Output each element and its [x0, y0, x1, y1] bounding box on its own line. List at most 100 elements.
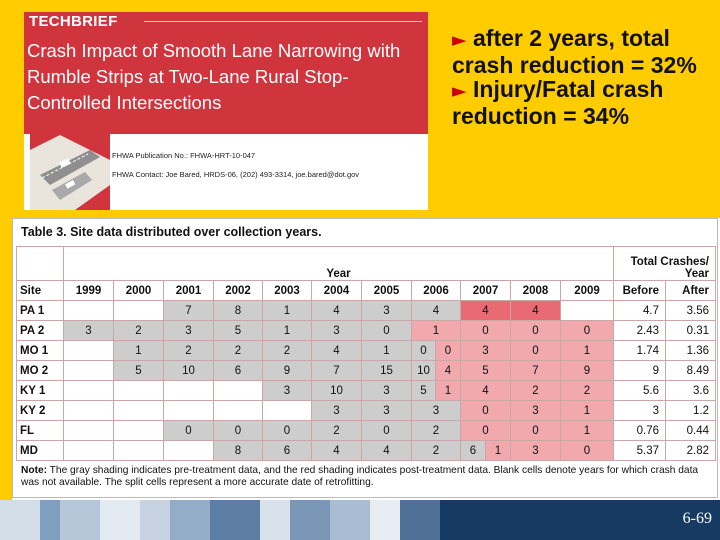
cell-2001: 3 — [163, 320, 214, 341]
cell-2003: 3 — [262, 380, 312, 401]
cell-before: 0.76 — [613, 420, 666, 441]
table-row: PA 1 7 8 1 4 3 4 4 4 4.7 3.56 — [16, 300, 716, 321]
cell-2002: 0 — [213, 420, 263, 441]
techbrief-contact: FHWA Contact: Joe Bared, HRDS-06, (202) … — [112, 170, 360, 179]
cell-2005: 3 — [361, 300, 412, 321]
header-after: After — [665, 280, 716, 301]
header-year-2001: 2001 — [163, 280, 214, 301]
cell-2006-post: 1 — [435, 380, 461, 401]
cell-2003 — [262, 400, 312, 421]
footer-block — [210, 500, 260, 540]
cell-2003: 9 — [262, 360, 312, 381]
cell-site: KY 2 — [16, 400, 64, 421]
cell-2008: 2 — [510, 380, 561, 401]
cell-2003: 2 — [262, 340, 312, 361]
cell-2002: 6 — [213, 360, 263, 381]
cell-2007-pre: 6 — [460, 440, 486, 461]
cell-2000: 1 — [113, 340, 164, 361]
footer-block — [260, 500, 290, 540]
cell-1999 — [63, 300, 114, 321]
cell-2007: 5 — [460, 360, 511, 381]
cell-2005: 0 — [361, 420, 412, 441]
techbrief-excerpt: TECHBRIEF Crash Impact of Smooth Lane Na… — [24, 12, 428, 210]
cell-site: MO 2 — [16, 360, 64, 381]
note-text: The gray shading indicates pre-treatment… — [21, 465, 699, 488]
left-yellow-strip — [0, 218, 12, 500]
slide-number: 6-69 — [682, 510, 712, 527]
cell-2004: 4 — [311, 300, 362, 321]
note-label: Note: — [21, 465, 48, 476]
cell-2008: 3 — [510, 440, 561, 461]
header-year-2009: 2009 — [560, 280, 614, 301]
cell-2008: 4 — [510, 300, 561, 321]
cell-after: 1.36 — [665, 340, 716, 361]
cell-after: 0.31 — [665, 320, 716, 341]
cell-2008: 3 — [510, 400, 561, 421]
cell-2005: 0 — [361, 320, 412, 341]
cell-after: 8.49 — [665, 360, 716, 381]
cell-2007: 0 — [460, 420, 511, 441]
cell-2004: 2 — [311, 420, 362, 441]
cell-2001 — [163, 400, 214, 421]
cell-2006-post: 4 — [435, 360, 461, 381]
cell-2007: 4 — [460, 300, 511, 321]
cell-2008: 7 — [510, 360, 561, 381]
footer-block — [400, 500, 440, 540]
header-year-2005: 2005 — [361, 280, 412, 301]
footer-block — [40, 500, 60, 540]
cell-2000 — [113, 420, 164, 441]
cell-site: PA 1 — [16, 300, 64, 321]
cell-2007-post: 1 — [485, 440, 511, 461]
header-year-2002: 2002 — [213, 280, 263, 301]
cell-2004: 3 — [311, 400, 362, 421]
cell-2004: 3 — [311, 320, 362, 341]
cell-2006: 1 — [411, 320, 461, 341]
cell-2009: 0 — [560, 320, 614, 341]
table-row: FL 0 0 0 2 0 2 0 0 1 0.76 0.44 — [16, 420, 716, 441]
cell-before: 4.7 — [613, 300, 666, 321]
table-caption: Table 3. Site data distributed over coll… — [13, 219, 717, 245]
cell-2008: 0 — [510, 320, 561, 341]
finding-injury-fatal: ► Injury/Fatal crash reduction = 34% — [452, 77, 716, 128]
header-year-2006: 2006 — [411, 280, 461, 301]
cell-after: 0.44 — [665, 420, 716, 441]
header-blank — [16, 246, 64, 281]
cell-2005: 1 — [361, 340, 412, 361]
footer-block — [140, 500, 170, 540]
cell-2009: 1 — [560, 420, 614, 441]
cell-1999: 3 — [63, 320, 114, 341]
cell-1999 — [63, 400, 114, 421]
cell-2003: 1 — [262, 320, 312, 341]
cell-2006: 4 — [411, 300, 461, 321]
table-header-group-row: Year Total Crashes/ Year — [16, 246, 716, 281]
footer-color-blocks — [0, 500, 440, 540]
cell-2006: 2 — [411, 440, 461, 461]
cell-2007: 3 — [460, 340, 511, 361]
cell-2005: 3 — [361, 400, 412, 421]
header-year-2004: 2004 — [311, 280, 362, 301]
cell-2008: 0 — [510, 420, 561, 441]
cell-before: 5.6 — [613, 380, 666, 401]
key-findings: ► after 2 years, total crash reduction =… — [452, 26, 716, 128]
cell-2008: 0 — [510, 340, 561, 361]
header-before: Before — [613, 280, 666, 301]
cell-site: MO 1 — [16, 340, 64, 361]
table-row: KY 1 3 10 3 5 1 4 2 2 5.6 3.6 — [16, 380, 716, 401]
kicker-rule — [144, 21, 422, 22]
header-year-2007: 2007 — [460, 280, 511, 301]
cell-2006-pre: 5 — [411, 380, 436, 401]
techbrief-header: TECHBRIEF Crash Impact of Smooth Lane Na… — [24, 12, 428, 134]
cell-2007: 0 — [460, 400, 511, 421]
cell-2005: 3 — [361, 380, 412, 401]
techbrief-title: Crash Impact of Smooth Lane Narrowing wi… — [27, 40, 401, 113]
cell-2002: 2 — [213, 340, 263, 361]
cell-site: FL — [16, 420, 64, 441]
footer-block — [100, 500, 140, 540]
header-year-2003: 2003 — [262, 280, 312, 301]
cell-2007: 4 — [460, 380, 511, 401]
table-row: KY 2 3 3 3 0 3 1 3 1.2 — [16, 400, 716, 421]
intersection-illustration-icon — [30, 130, 110, 210]
kicker-tech: TECH — [29, 13, 72, 30]
cell-2005: 4 — [361, 440, 412, 461]
cell-after: 2.82 — [665, 440, 716, 461]
